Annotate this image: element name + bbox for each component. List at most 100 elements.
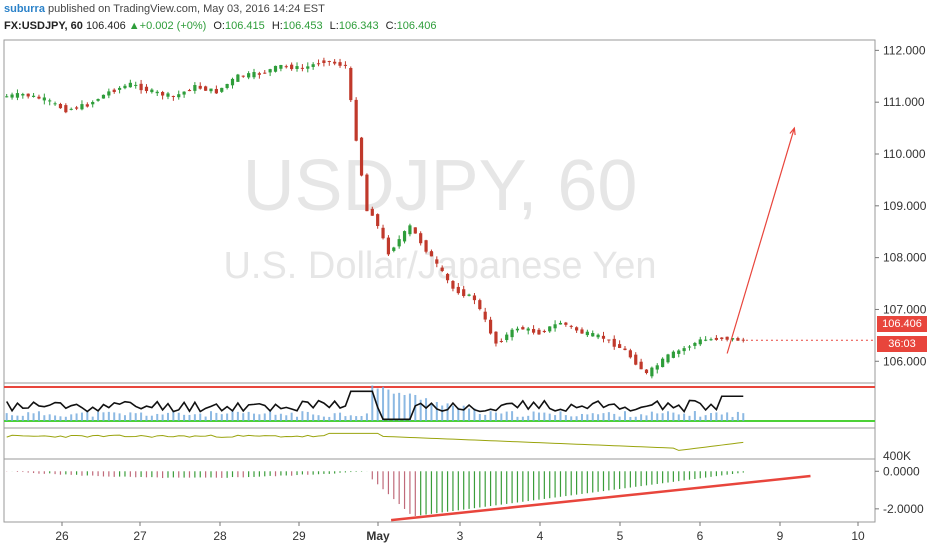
candle-body [467,294,471,296]
oscillator-bar [274,414,277,421]
candle-body [166,93,170,97]
countdown-tag: 36:03 [877,336,927,352]
candle-body [96,99,100,101]
time-tick-label: 29 [292,529,306,543]
trendline-annotation [390,474,811,522]
price-tick-label: 107.000 [883,302,927,316]
oscillator-bar [511,411,514,421]
oscillator-bar [75,413,78,421]
oscillator-bar [634,416,637,421]
histogram-tick-label: 0.0000 [883,464,920,478]
oscillator-bar [290,412,293,421]
candle-body [117,87,122,90]
oscillator-bar [349,415,352,421]
candle-body [349,67,353,101]
candle-body [252,72,256,78]
candle-body [488,319,493,334]
candle-body [402,231,407,242]
candle-body [472,295,477,301]
oscillator-bar [478,414,481,421]
candle-body [273,65,278,72]
candle-body [462,289,466,296]
oscillator-bar [618,416,621,421]
candle-body [612,338,616,347]
oscillator-bar [102,412,105,421]
oscillator-bar [80,412,83,421]
oscillator-bar [591,413,594,421]
candle-body [596,334,600,338]
oscillator-bar [403,394,406,421]
symbol-label[interactable]: FX:USDJPY, 60 [4,20,83,32]
price-tick-label: 111.000 [883,95,925,109]
oscillator-bar [54,415,57,421]
oscillator-bar [414,394,417,421]
high-value: 106.453 [282,20,323,32]
oscillator-bar [91,416,94,421]
candle-body [558,322,563,325]
oscillator-bar [355,416,358,421]
oscillator-bar [172,411,175,421]
oscillator-bar [166,412,169,421]
oscillator-bar [253,413,256,421]
candle-body [31,95,36,97]
last-price-tag: 106.406 [877,316,927,332]
candle-body [198,85,202,89]
candle-body [123,85,127,89]
candle-body [515,328,520,331]
candle-body [354,99,358,141]
close-label: C: [385,20,397,32]
oscillator-bar [107,411,110,421]
time-tick-label: May [366,529,390,543]
candle-body [171,95,175,97]
oscillator-bar [516,416,519,421]
candle-body [386,237,391,255]
time-tick-label: 5 [617,529,624,543]
oscillator-bar [344,416,347,421]
candle-body [230,78,235,86]
candle-body [26,93,30,97]
candle-body [225,83,229,88]
candle-body [284,66,288,68]
oscillator-bar [505,411,508,421]
candle-body [451,280,455,289]
candle-body [499,340,503,342]
candle-body [128,82,132,88]
candle-body [526,328,530,331]
candle-body [677,350,681,354]
oscillator-bar [489,411,492,421]
candle-body [204,86,208,91]
symbol-ohlc-line: FX:USDJPY, 60 106.406 ▲+0.002 (+0%) O:10… [4,20,436,32]
oscillator-bar [11,415,14,421]
candle-body [682,348,686,352]
oscillator-bar [554,415,557,421]
candle-body [628,350,632,358]
oscillator-bar [183,414,186,421]
candle-body [607,339,611,341]
oscillator-bar [328,416,331,421]
time-tick-label: 10 [851,529,865,543]
publisher-name[interactable]: suburra [4,3,45,15]
price-change: +0.002 (+0%) [139,20,207,32]
oscillator-bar [527,415,530,421]
arrow-annotation [726,127,795,354]
publish-line: suburra published on TradingView.com, Ma… [4,3,325,15]
candle-body [408,225,412,235]
up-arrow-icon: ▲ [128,20,140,32]
oscillator-bar [451,405,454,421]
candle-body [569,325,573,327]
oscillator-bar [113,412,116,421]
volume-line [6,432,744,451]
candle-body [429,251,434,257]
low-value: 106.343 [338,20,379,32]
candle-body [537,329,541,335]
oscillator-bar [322,416,325,421]
oscillator-bar [398,392,401,421]
oscillator-bar [580,413,583,421]
candle-body [220,87,224,92]
candle-body [531,328,536,333]
time-tick-label: 9 [777,529,784,543]
candle-body [639,361,643,370]
candle-body [161,92,165,96]
oscillator-bar [86,411,89,421]
